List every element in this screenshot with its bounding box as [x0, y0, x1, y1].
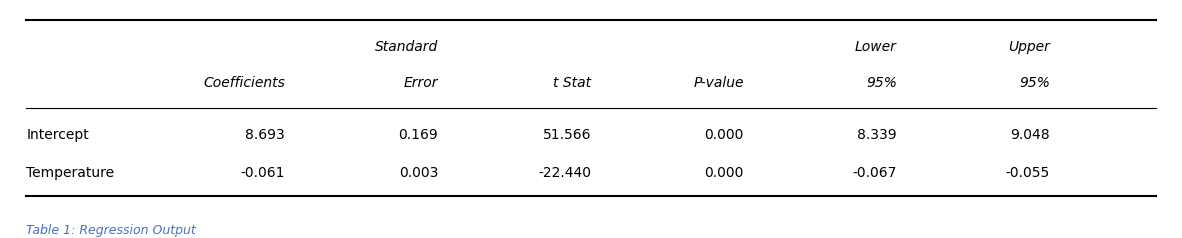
Text: 95%: 95% — [1019, 76, 1050, 90]
Text: -0.061: -0.061 — [241, 166, 285, 180]
Text: 9.048: 9.048 — [1011, 128, 1050, 142]
Text: Upper: Upper — [1008, 40, 1050, 54]
Text: Error: Error — [403, 76, 439, 90]
Text: 0.000: 0.000 — [704, 128, 743, 142]
Text: -22.440: -22.440 — [538, 166, 591, 180]
Text: Lower: Lower — [855, 40, 897, 54]
Text: P-value: P-value — [694, 76, 743, 90]
Text: -0.055: -0.055 — [1006, 166, 1050, 180]
Text: 8.339: 8.339 — [857, 128, 897, 142]
Text: t Stat: t Stat — [553, 76, 591, 90]
Text: 51.566: 51.566 — [543, 128, 591, 142]
Text: Standard: Standard — [375, 40, 439, 54]
Text: Temperature: Temperature — [26, 166, 115, 180]
Text: 0.169: 0.169 — [398, 128, 439, 142]
Text: -0.067: -0.067 — [852, 166, 897, 180]
Text: 0.000: 0.000 — [704, 166, 743, 180]
Text: 8.693: 8.693 — [246, 128, 285, 142]
Text: Coefficients: Coefficients — [203, 76, 285, 90]
Text: 95%: 95% — [866, 76, 897, 90]
Text: Intercept: Intercept — [26, 128, 89, 142]
Text: Table 1: Regression Output: Table 1: Regression Output — [26, 223, 196, 237]
Text: 0.003: 0.003 — [398, 166, 439, 180]
